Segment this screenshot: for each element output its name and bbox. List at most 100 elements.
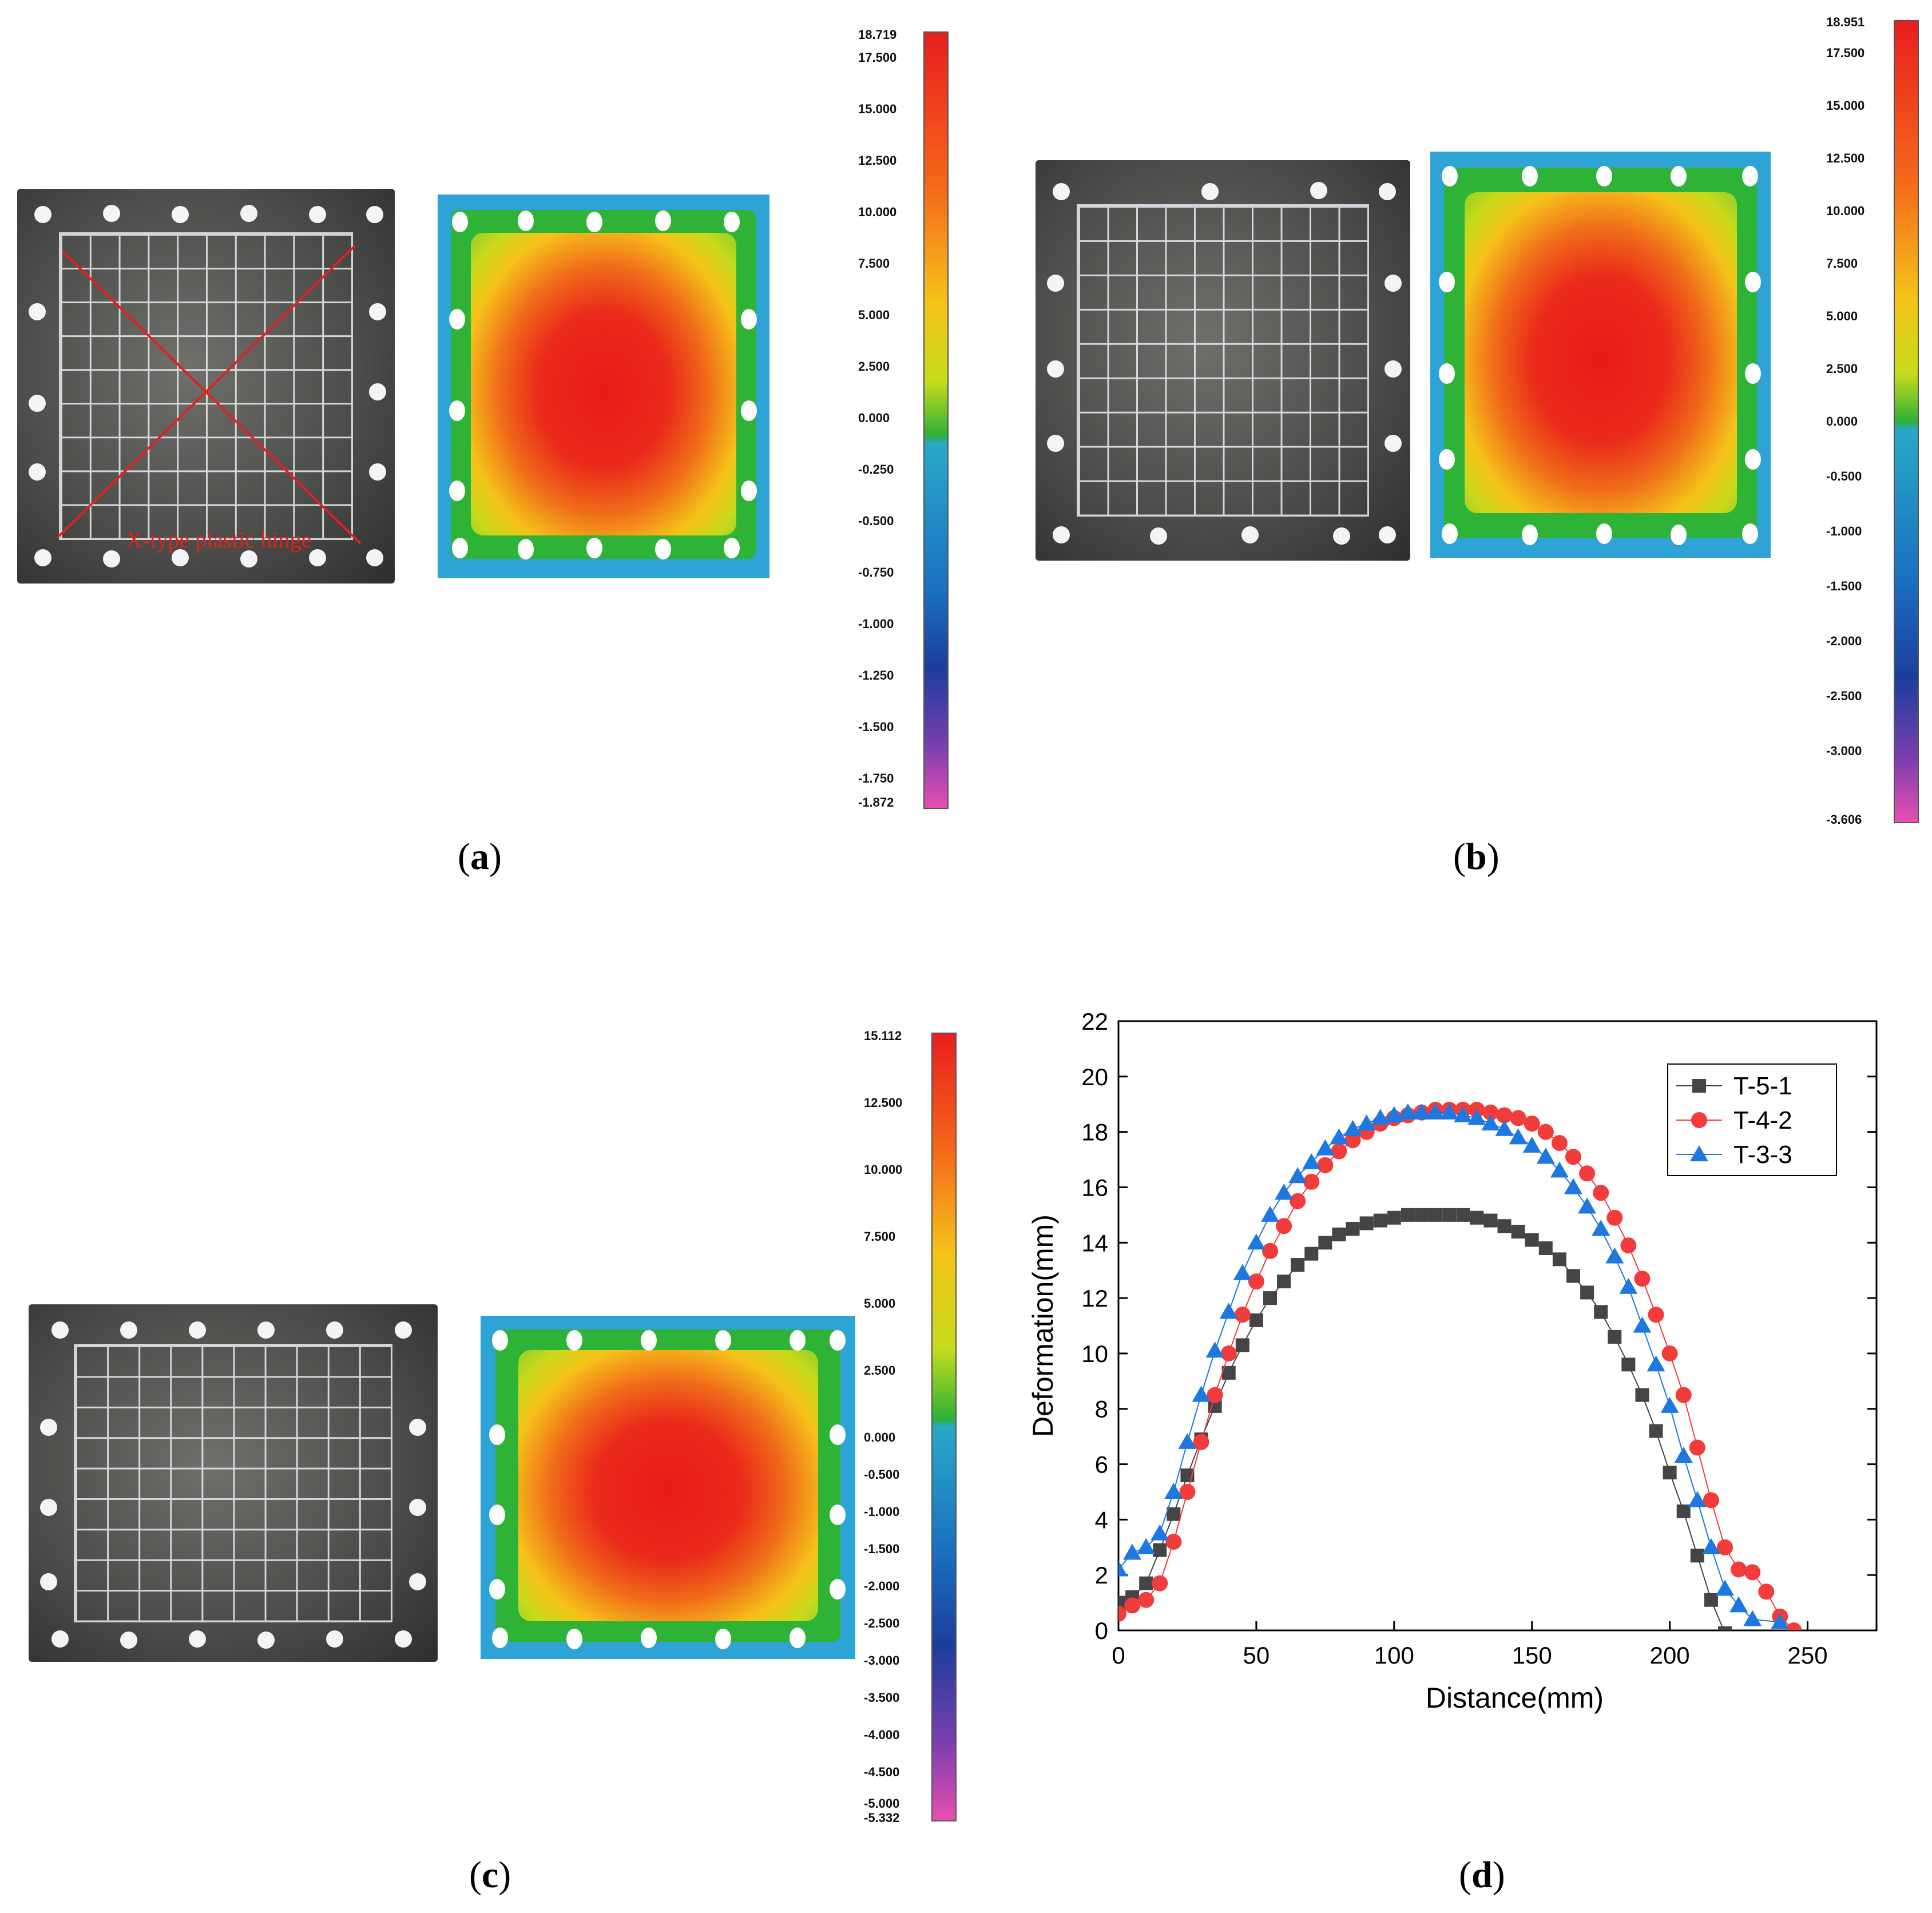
data-point	[1139, 1576, 1153, 1590]
data-point	[1660, 1396, 1679, 1413]
colorbar-tick: -0.500	[1826, 469, 1862, 483]
data-point	[1634, 1271, 1651, 1287]
colorbar-tick: 15.000	[1826, 98, 1865, 113]
panel-d: 0 50 100 150 200 250 0 2 4 6 8 10 12 14 16 18 20 22 Distan…	[967, 984, 1932, 1913]
colorbar-tick: 15.112	[864, 1029, 902, 1043]
data-point	[1304, 1247, 1319, 1261]
data-point	[1331, 1143, 1347, 1160]
colorbar-tick: 0.000	[1826, 414, 1858, 428]
panel-b-contour-map	[1430, 152, 1771, 558]
data-point	[1647, 1355, 1665, 1372]
y-tick-label: 10	[1081, 1340, 1108, 1367]
colorbar-tick: -3.000	[864, 1653, 900, 1668]
colorbar-tick: -1.872	[858, 795, 894, 809]
data-point	[1551, 1135, 1568, 1151]
data-point	[1124, 1597, 1141, 1614]
data-point	[1510, 1110, 1526, 1126]
colorbar-tick: -0.500	[858, 514, 894, 528]
data-point	[1248, 1273, 1264, 1290]
x-axis-label: Distance(mm)	[1426, 1682, 1604, 1714]
data-point	[1594, 1305, 1608, 1319]
x-tick-label: 0	[1112, 1642, 1125, 1669]
colorbar-tick: -3.500	[864, 1690, 900, 1705]
y-tick-label: 20	[1081, 1063, 1108, 1090]
data-point	[1592, 1220, 1610, 1236]
y-tick-label: 12	[1081, 1285, 1108, 1312]
data-point	[1288, 1167, 1307, 1184]
data-point	[1661, 1345, 1678, 1362]
data-point	[1771, 1613, 1790, 1629]
legend-label: T-4-2	[1733, 1106, 1792, 1134]
legend-marker	[1691, 1112, 1707, 1128]
colorbar-tick: -1.500	[1826, 579, 1862, 593]
data-point	[1442, 1208, 1457, 1222]
data-point	[1302, 1153, 1321, 1169]
data-point	[1137, 1538, 1156, 1554]
data-point	[1387, 1210, 1401, 1225]
panel-c-label: (c)	[469, 1854, 511, 1896]
x-tick-label: 200	[1650, 1642, 1690, 1669]
colorbar-tick: -1.000	[864, 1505, 900, 1519]
data-point	[1716, 1579, 1734, 1596]
data-point	[1495, 1120, 1514, 1136]
data-point	[1467, 1109, 1486, 1125]
data-point	[1153, 1543, 1167, 1557]
data-point	[1676, 1504, 1691, 1518]
colorbar-tick: -1.500	[864, 1542, 900, 1556]
data-point	[1689, 1439, 1705, 1456]
y-tick-label: 14	[1081, 1229, 1108, 1256]
colorbar-tick: -3.000	[1826, 744, 1862, 758]
colorbar-tick: 10.000	[858, 205, 897, 219]
data-point	[1496, 1107, 1513, 1124]
data-point	[1729, 1596, 1748, 1613]
data-point	[1207, 1387, 1223, 1403]
panel-a: X-type plastic hinge 18.719 17.500 15.00…	[0, 0, 967, 892]
data-point	[1261, 1205, 1279, 1222]
data-point	[1138, 1591, 1155, 1608]
y-tick-label: 22	[1081, 1008, 1108, 1035]
colorbar-tick: -2.000	[1826, 634, 1862, 648]
data-point	[1262, 1243, 1278, 1259]
data-point	[1373, 1213, 1387, 1228]
legend-label: T-3-3	[1733, 1141, 1792, 1169]
panel-b-photo	[1036, 160, 1410, 561]
data-point	[1357, 1114, 1376, 1131]
colorbar-tick: -2.000	[864, 1579, 900, 1593]
hinge-annotation: X-type plastic hinge	[126, 527, 312, 553]
data-point	[1290, 1193, 1306, 1209]
data-point	[1152, 1575, 1168, 1591]
y-tick-label: 16	[1081, 1174, 1108, 1201]
data-point	[1605, 1247, 1624, 1264]
plot-frame	[1117, 1020, 1878, 1632]
data-point	[1456, 1208, 1470, 1222]
x-tick-label: 250	[1788, 1642, 1828, 1669]
data-point	[1151, 1524, 1169, 1541]
data-point	[1384, 1106, 1403, 1122]
data-point	[1538, 1241, 1553, 1255]
data-point	[1178, 1432, 1197, 1449]
data-point	[1359, 1216, 1374, 1231]
colorbar-tick: -5.000	[864, 1796, 900, 1811]
x-tick-label: 150	[1512, 1642, 1552, 1669]
panel-a-contour-map	[438, 195, 769, 578]
panel-a-label: (a)	[458, 836, 502, 878]
data-point	[1167, 1507, 1181, 1521]
data-point	[1343, 1120, 1362, 1136]
data-point	[1415, 1208, 1429, 1222]
panel-a-colorbar: 18.719 17.500 15.000 12.500 10.000 7.500…	[852, 0, 967, 818]
data-point	[1522, 1136, 1541, 1153]
y-axis-label: Deformation(mm)	[1027, 1215, 1059, 1437]
data-point	[1690, 1549, 1704, 1563]
data-point	[1235, 1338, 1249, 1352]
colorbar-tick: 15.000	[858, 102, 897, 116]
colorbar-tick: 5.000	[858, 308, 890, 322]
colorbar-tick: 2.500	[858, 359, 890, 374]
data-point	[1608, 1329, 1622, 1344]
data-point	[1674, 1447, 1693, 1463]
data-point	[1537, 1124, 1554, 1140]
data-point	[1579, 1165, 1596, 1182]
data-point	[1303, 1173, 1320, 1190]
data-point	[1440, 1103, 1459, 1120]
y-tick-label: 0	[1095, 1617, 1108, 1644]
data-point	[1525, 1233, 1539, 1247]
